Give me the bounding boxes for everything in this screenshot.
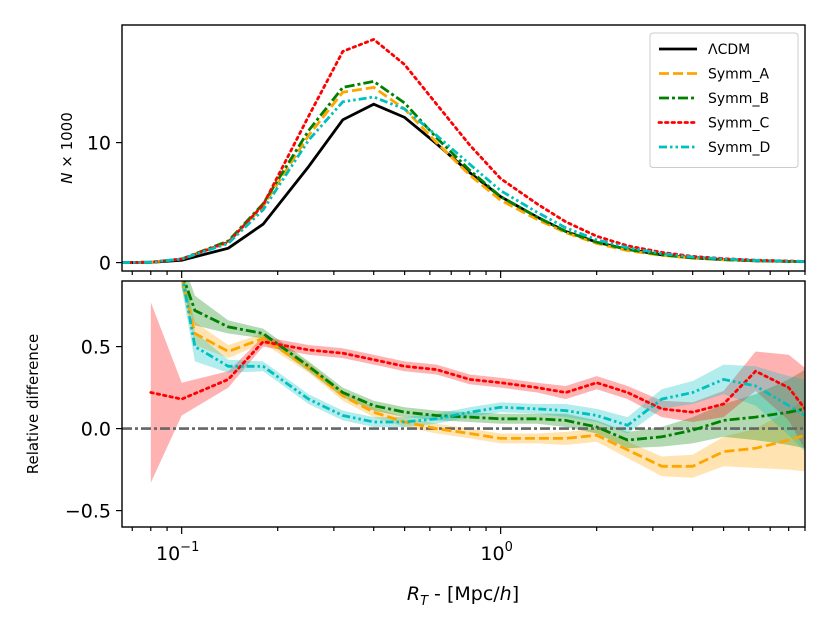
- bottom-series-line-symm-c: [149, 340, 805, 414]
- legend-label: Symm_B: [708, 91, 769, 107]
- top-y-tick-label: 10: [87, 133, 111, 155]
- bottom-y-axis-label: Relative difference: [24, 334, 42, 475]
- legend-entry-symm-c: Symm_C: [657, 116, 769, 132]
- bottom-panel: −0.5 0.0 0.5 10−1 100 Relative difference R…: [24, 280, 806, 609]
- top-y-axis-label: N × 1000: [58, 112, 76, 184]
- bottom-error-band-symm-a: [181, 281, 805, 478]
- bottom-error-band-symm-c: [150, 302, 805, 483]
- bottom-y-tick-label: 0.0: [81, 419, 111, 441]
- legend-entry-symm-d: Symm_D: [659, 140, 770, 156]
- bottom-axes-frame: [121, 280, 806, 528]
- bottom-y-tick-label: 0.5: [81, 337, 111, 359]
- bottom-y-tick-label: −0.5: [65, 501, 111, 523]
- legend-label: Symm_C: [708, 116, 769, 132]
- bottom-series-line-symm-a: [181, 281, 805, 468]
- legend-entry-symm-b: Symm_B: [659, 91, 769, 107]
- top-series-line-symm-d: [122, 95, 805, 264]
- legend-label: Symm_A: [708, 67, 769, 83]
- bottom-series-line-symm-b: [183, 281, 805, 442]
- legend-label: Symm_D: [708, 140, 770, 156]
- x-axis-label: RT - [Mpc/h]: [407, 583, 519, 609]
- legend: ΛCDM Symm_A Symm_B Symm_C Symm_D: [649, 32, 799, 168]
- x-tick-label: 10−1: [156, 540, 199, 565]
- x-tick-label: 100: [480, 540, 512, 565]
- top-axes-frame: [121, 24, 806, 272]
- legend-box: [649, 32, 799, 168]
- bottom-series-line-symm-d: [181, 281, 805, 427]
- legend-label: ΛCDM: [708, 42, 750, 58]
- top-panel: 0 10 N × 1000 ΛCDM Symm_A Symm_B Symm_C Symm_…: [58, 24, 806, 278]
- top-series-line-symm-c: [122, 37, 805, 264]
- legend-entry-cdm: ΛCDM: [659, 42, 750, 58]
- top-y-tick-label: 0: [99, 253, 111, 275]
- legend-entry-symm-a: Symm_A: [659, 67, 769, 83]
- bottom-error-band-symm-d: [181, 281, 805, 452]
